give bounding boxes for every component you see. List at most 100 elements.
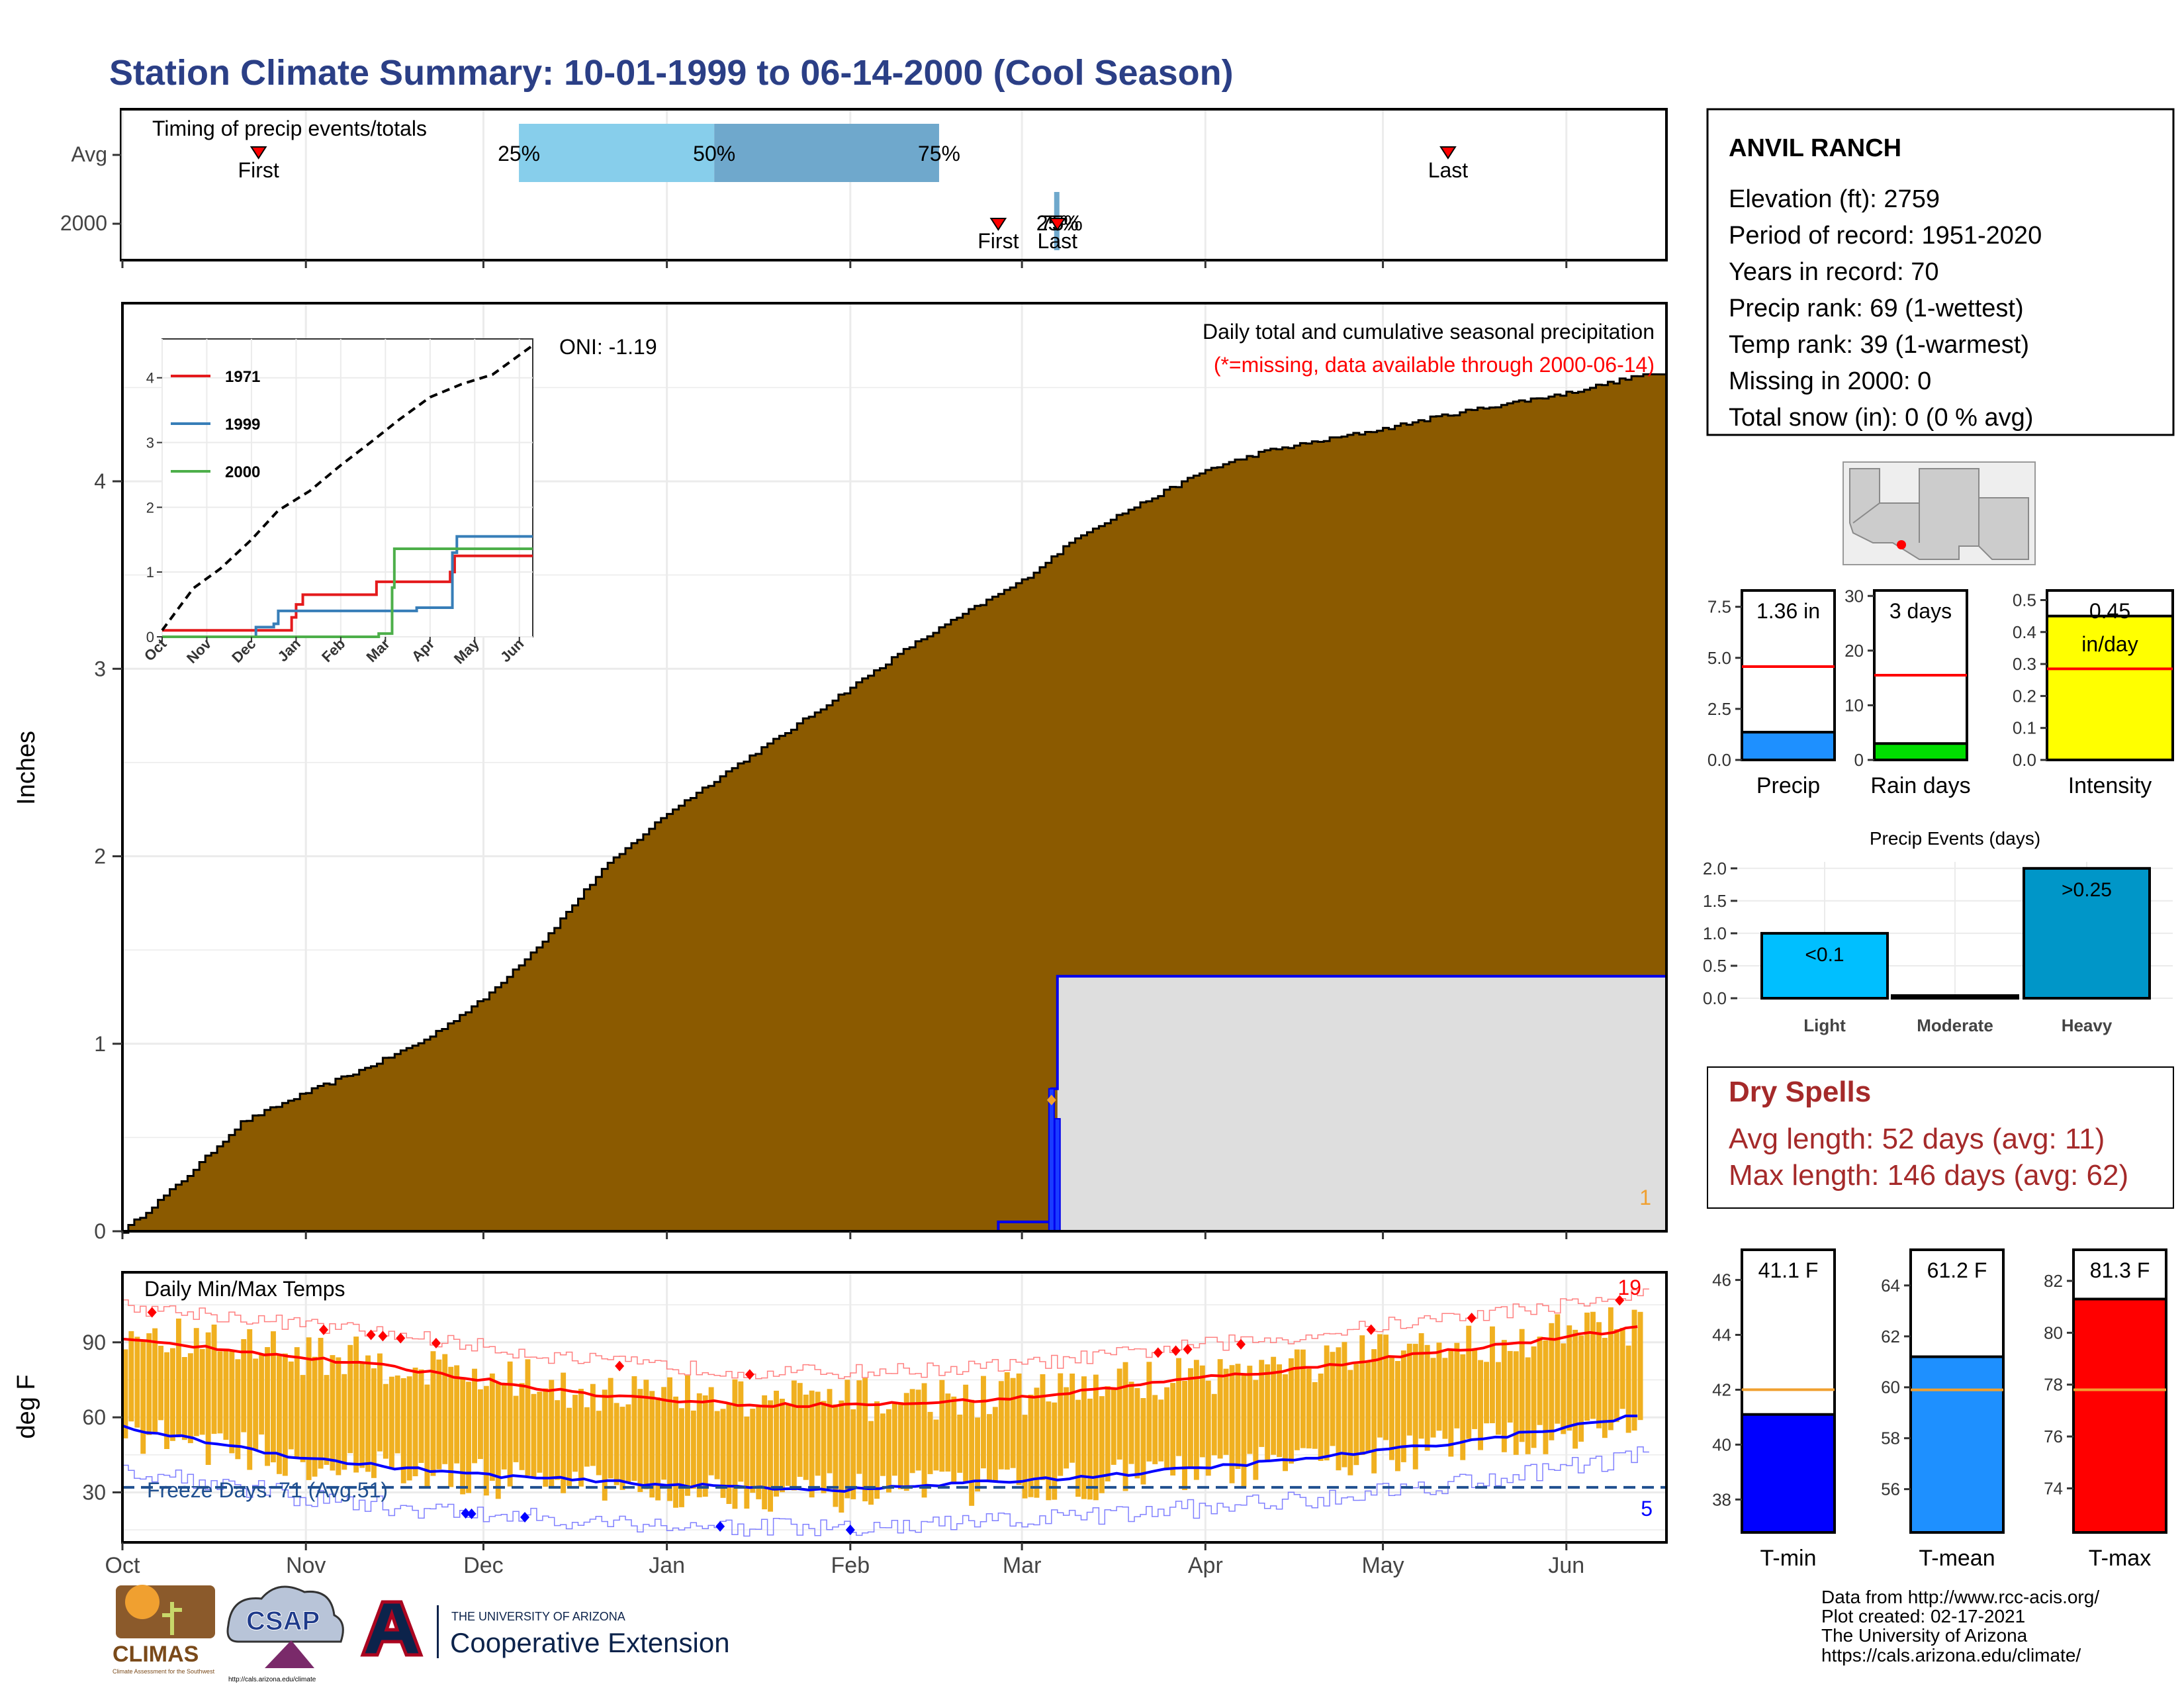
climas-logo: CLIMAS Climate Assessment for the Southw…	[113, 1585, 215, 1675]
station-line: Elevation (ft): 2759	[1729, 185, 1940, 213]
daily-temp-range-bar	[1069, 1374, 1075, 1463]
record-high-marker	[396, 1333, 406, 1344]
daily-temp-range-bar	[241, 1339, 247, 1432]
inset-frame	[161, 338, 533, 637]
daily-temp-range-bar	[1555, 1314, 1561, 1424]
daily-temp-range-bar	[1590, 1311, 1596, 1419]
precip-total-chart-y-tick-label: 2.5	[1707, 699, 1731, 719]
footer-credits: Data from http://www.rcc-acis.org/ Plot …	[1821, 1587, 2099, 1665]
daily-temp-range-bar	[1271, 1356, 1277, 1455]
daily-temp-range-bar	[1365, 1361, 1371, 1454]
daily-temp-range-bar	[903, 1393, 909, 1491]
daily-temp-range-bar	[1205, 1380, 1211, 1476]
precip-events-bar	[1891, 994, 2019, 1000]
record-high-marker	[1153, 1347, 1163, 1358]
rain-days-chart-y-tick-label: 10	[1844, 695, 1864, 715]
record-high-marker	[1236, 1338, 1246, 1350]
daily-temp-range-bar	[519, 1383, 525, 1470]
page-title: Station Climate Summary: 10-01-1999 to 0…	[109, 53, 1234, 93]
intensity-chart-y-tick-label: 0.5	[2013, 590, 2036, 610]
rain-days-chart-title: Rain days	[1870, 773, 1970, 798]
daily-temp-range-bar	[1448, 1349, 1454, 1457]
timing-panel: Timing of precip events/totals Avg 2000 …	[60, 108, 1668, 268]
tmin-chart-y-tick-label: 38	[1712, 1489, 1731, 1509]
daily-temp-range-bar	[1128, 1382, 1134, 1464]
rain-days-chart: 3 days 0 10 20 30 Rain days	[1844, 586, 1971, 798]
tmin-chart-y-tick-label: 42	[1712, 1380, 1731, 1399]
station-name: ANVIL RANCH	[1729, 134, 1901, 162]
daily-temp-range-bar	[265, 1347, 270, 1466]
tmean-chart-title: T-mean	[1919, 1546, 1995, 1571]
daily-temp-range-bar	[1631, 1309, 1637, 1431]
daily-temp-range-bar	[140, 1340, 146, 1454]
daily-temp-range-bar	[418, 1369, 424, 1463]
footer-line: https://cals.arizona.edu/climate/	[1821, 1645, 2081, 1665]
daily-temp-range-bar	[223, 1348, 229, 1440]
precip-events-chart: Precip Events (days) <0.1 Light Moderate >0.…	[1703, 828, 2173, 1035]
record-low-marker	[715, 1521, 725, 1532]
daily-temp-range-bar	[211, 1325, 217, 1434]
record-low-marker	[467, 1508, 477, 1519]
daily-temp-range-bar	[1052, 1402, 1058, 1500]
tmax-chart-y-tick-label: 74	[2044, 1478, 2063, 1498]
daily-temp-range-bar	[696, 1393, 702, 1497]
year-event-marker	[989, 218, 1007, 231]
daily-temp-range-bar	[1614, 1329, 1619, 1423]
daily-temp-range-bar	[472, 1368, 477, 1464]
tmax-chart-y-tick-label: 82	[2044, 1271, 2063, 1291]
precip-events-category: Light	[1803, 1015, 1846, 1035]
daily-temp-range-bar	[1004, 1372, 1010, 1470]
daily-temp-range-bar	[1596, 1322, 1602, 1429]
daily-temp-range-bar	[844, 1380, 850, 1499]
inset-avg-line	[161, 344, 534, 632]
daily-temp-range-bar	[1140, 1398, 1146, 1485]
daily-temp-range-bar	[921, 1383, 927, 1498]
intensity-chart-title: Intensity	[2068, 773, 2152, 798]
inset-y-tick-label: 1	[146, 564, 154, 581]
intensity-chart-unit-label: in/day	[2081, 632, 2138, 656]
daily-temp-range-bar	[531, 1393, 537, 1479]
footer-line: Plot created: 02-17-2021	[1821, 1606, 2025, 1626]
daily-temp-range-bar	[1359, 1335, 1365, 1455]
daily-temp-range-bar	[732, 1379, 738, 1509]
temp-x-tick-label: May	[1361, 1553, 1404, 1578]
daily-temp-range-bar	[631, 1376, 637, 1481]
daily-temp-range-bar	[608, 1378, 614, 1479]
daily-temp-range-bar	[1253, 1380, 1259, 1480]
rain-days-chart-value-label: 3 days	[1889, 599, 1952, 623]
record-high-count: 19	[1617, 1276, 1641, 1299]
dry-spells-title: Dry Spells	[1729, 1076, 1871, 1108]
station-line: Temp rank: 39 (1-warmest)	[1729, 331, 2029, 359]
daily-temp-range-bar	[388, 1376, 394, 1468]
daily-temp-range-bar	[1619, 1327, 1625, 1409]
precip-events-y-tick-label: 0.0	[1703, 988, 1727, 1008]
record-low-line	[122, 1446, 1649, 1537]
year-event-label: Last	[1038, 229, 1078, 253]
daily-temp-range-bar	[714, 1411, 720, 1479]
tmax-chart-y-tick-label: 76	[2044, 1427, 2063, 1446]
daily-temp-range-bar	[1182, 1381, 1187, 1490]
daily-temp-range-bar	[1105, 1386, 1111, 1481]
tmin-chart-y-tick-label: 40	[1712, 1434, 1731, 1454]
daily-temp-range-bar	[791, 1380, 797, 1491]
map-borders	[1852, 498, 1979, 546]
daily-temp-range-bar	[690, 1410, 696, 1489]
daily-temp-range-bar	[294, 1347, 300, 1457]
daily-temp-range-bar	[1608, 1307, 1614, 1430]
record-high-marker	[1171, 1345, 1181, 1356]
daily-temp-range-bar	[957, 1415, 963, 1473]
daily-temp-range-bar	[827, 1389, 833, 1474]
daily-temp-range-bar	[537, 1391, 543, 1473]
daily-temp-range-bar	[1549, 1323, 1555, 1440]
record-low-marker	[845, 1524, 855, 1536]
daily-temp-range-bar	[780, 1399, 785, 1493]
daily-temp-range-bar	[1460, 1354, 1466, 1460]
csap-logo-text: CSAP	[246, 1607, 320, 1636]
avg-event-marker	[1439, 146, 1457, 160]
inset-legend-label: 1971	[225, 368, 260, 386]
dry-spells-avg: Avg length: 52 days (avg: 11)	[1729, 1123, 2105, 1155]
daily-temp-range-bar	[850, 1409, 856, 1499]
daily-temp-range-bar	[1525, 1357, 1531, 1454]
daily-temp-range-bar	[643, 1380, 649, 1489]
